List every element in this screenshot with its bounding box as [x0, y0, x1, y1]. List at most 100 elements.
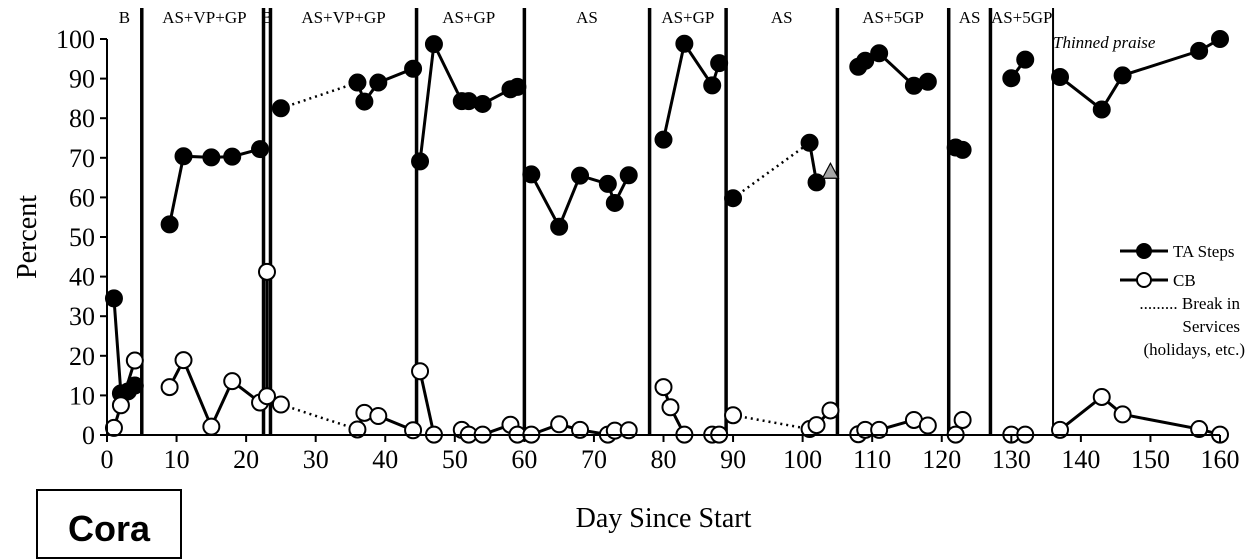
- break-line: [732, 141, 811, 200]
- x-axis-title: Day Since Start: [576, 503, 752, 534]
- series-layer: [104, 30, 1229, 444]
- x-tick-label: 50: [442, 445, 468, 474]
- cb-point: [369, 406, 388, 425]
- cb-point: [160, 378, 179, 397]
- cb-point: [1051, 420, 1070, 439]
- ta-steps-point: [411, 152, 430, 171]
- axes: 0 10 20 30 40 50 60 70 80 90 100 0 10 20 30 40 50 60 70 80 9…: [56, 25, 1240, 474]
- ta-steps-point: [953, 140, 972, 159]
- ta-steps-point: [800, 133, 819, 152]
- cb-point: [807, 416, 826, 435]
- ta-steps-point: [160, 215, 179, 234]
- x-tick-label: 0: [101, 445, 114, 474]
- x-tick-label: 160: [1201, 445, 1240, 474]
- ta-steps-point: [348, 73, 367, 92]
- ta-steps-point: [174, 147, 193, 166]
- chart: 0 10 20 30 40 50 60 70 80 90 100 0 10 20 30 40 50 60 70 80 9…: [12, 8, 1245, 534]
- phase-label: AS: [959, 8, 981, 27]
- ta-steps-point: [424, 35, 443, 54]
- ta-steps-point: [1113, 66, 1132, 85]
- ta-steps-point: [807, 173, 826, 192]
- y-axis-title: Percent: [12, 195, 43, 279]
- cb-point: [257, 262, 276, 281]
- y-tick-label: 90: [69, 65, 95, 94]
- legend-cb-marker: [1136, 272, 1152, 288]
- ta-steps-point: [355, 92, 374, 111]
- x-tick-label: 40: [372, 445, 398, 474]
- break-line: [732, 413, 810, 431]
- cb-point: [104, 418, 123, 437]
- ta-steps-point: [550, 217, 569, 236]
- triangle-point: [821, 161, 840, 179]
- ta-steps-point: [710, 54, 729, 73]
- phase-label: AS+VP+GP: [162, 8, 246, 27]
- cb-point: [174, 351, 193, 370]
- cb-point: [202, 417, 221, 436]
- legend-cb-label: CB: [1173, 271, 1196, 290]
- y-tick-label: 40: [69, 263, 95, 292]
- cb-point: [953, 410, 972, 429]
- ta-steps-point: [1092, 100, 1111, 119]
- cb-point: [661, 398, 680, 417]
- x-tick-label: 30: [303, 445, 329, 474]
- legend-break-label: (holidays, etc.): [1144, 340, 1246, 359]
- y-tick-label: 30: [69, 302, 95, 331]
- cb-point: [654, 378, 673, 397]
- phase-label: AS+GP: [661, 8, 714, 27]
- series-line: [418, 370, 436, 435]
- cb-point: [870, 420, 889, 439]
- x-tick-label: 20: [233, 445, 259, 474]
- ta-steps-point: [1211, 30, 1229, 48]
- ta-steps-point: [870, 44, 889, 63]
- labels: Percent Day Since Start B AS+VP+GP B AS+VP+GP…: [12, 8, 1156, 534]
- ta-steps-point: [1016, 50, 1035, 69]
- ta-steps-point: [271, 99, 290, 118]
- cb-point: [550, 415, 569, 434]
- subject-label: Cora: [67, 508, 151, 549]
- ta-steps-point: [724, 189, 743, 208]
- phase-lines: [140, 8, 1055, 435]
- ta-steps-point: [508, 77, 527, 96]
- phase-label: AS: [576, 8, 598, 27]
- y-tick-label: 10: [69, 381, 95, 410]
- ta-steps-point: [619, 166, 638, 185]
- cb-point: [1113, 405, 1132, 424]
- x-tick-label: 130: [992, 445, 1031, 474]
- phase-label: AS+5GP: [862, 8, 924, 27]
- ta-steps-point: [703, 76, 722, 95]
- cb-point: [1190, 420, 1209, 439]
- x-tick-label: 10: [164, 445, 190, 474]
- x-tick-label: 120: [922, 445, 961, 474]
- cb-point: [271, 395, 290, 414]
- y-tick-label: 100: [56, 25, 95, 54]
- cb-point: [1092, 387, 1111, 406]
- legend: TA Steps CB ......... Break in Services (hol…: [1120, 242, 1245, 359]
- break-line: [280, 403, 358, 431]
- legend-ta-label: TA Steps: [1173, 242, 1234, 261]
- ta-steps-point: [856, 51, 875, 70]
- ta-steps-point: [202, 148, 221, 167]
- ta-steps-point: [223, 147, 242, 166]
- legend-break-label: Services: [1182, 317, 1240, 336]
- subject-label-box: Cora: [36, 489, 182, 559]
- series-line: [168, 356, 261, 431]
- phase-label: B: [119, 8, 130, 27]
- phase-label: AS: [771, 8, 793, 27]
- x-tick-label: 110: [853, 445, 891, 474]
- cb-point: [724, 406, 743, 425]
- ta-steps-point: [675, 34, 694, 53]
- phase-label: B: [261, 8, 272, 27]
- legend-break-label: ......... Break in: [1139, 294, 1240, 313]
- x-tick-label: 140: [1061, 445, 1100, 474]
- ta-steps-point: [404, 59, 423, 78]
- cb-point: [348, 420, 367, 439]
- phase-label: AS+VP+GP: [301, 8, 385, 27]
- ta-steps-point: [522, 165, 541, 184]
- cb-point: [411, 362, 430, 381]
- ta-steps-point: [473, 94, 492, 113]
- ta-steps-point: [605, 193, 624, 212]
- x-tick-label: 70: [581, 445, 607, 474]
- ta-steps-point: [598, 174, 617, 193]
- cb-point: [223, 372, 242, 391]
- break-line: [280, 81, 358, 110]
